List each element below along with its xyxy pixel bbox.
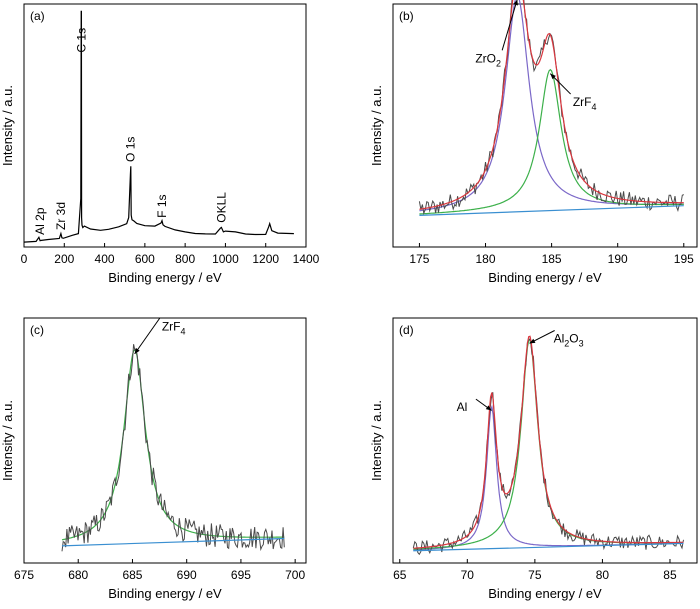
measured-spectrum <box>412 337 684 556</box>
x-axis-label: Binding energy / eV <box>108 270 222 285</box>
peak-label: C 1s <box>74 28 88 53</box>
background-line <box>61 537 285 547</box>
x-tick-label: 180 <box>476 252 496 266</box>
background-line <box>413 542 684 552</box>
arrow-head <box>550 73 556 80</box>
panel-label: (c) <box>30 323 44 337</box>
x-tick-label: 65 <box>393 568 407 582</box>
peak-label: ZrF4 <box>573 95 597 112</box>
fit-envelope <box>413 335 684 549</box>
arrow-head <box>485 405 492 411</box>
panel-label: (d) <box>399 323 414 337</box>
x-tick-label: 695 <box>231 568 251 582</box>
x-tick-label: 200 <box>54 252 74 266</box>
x-tick-label: 680 <box>68 568 88 582</box>
x-tick-label: 685 <box>122 568 142 582</box>
x-tick-label: 400 <box>95 252 115 266</box>
x-tick-label: 175 <box>409 252 429 266</box>
x-tick-label: 1000 <box>212 252 239 266</box>
arrow-head <box>529 338 536 344</box>
measured-spectrum <box>418 0 684 216</box>
x-tick-label: 700 <box>285 568 305 582</box>
component-ZrO2 <box>419 0 684 212</box>
x-tick-label: 70 <box>461 568 475 582</box>
plot-frame <box>23 3 307 248</box>
x-axis-label: Binding energy / eV <box>488 586 602 601</box>
x-tick-label: 80 <box>596 568 610 582</box>
fit-envelope <box>419 0 684 210</box>
peak-label: ZrO2 <box>475 51 501 68</box>
peak-label: O 1s <box>124 137 138 162</box>
y-axis-label: Intensity / a.u. <box>0 400 15 481</box>
component-ZrF4 <box>419 68 684 215</box>
panel-label: (a) <box>30 9 45 23</box>
peak-label: Al 2p <box>33 207 47 235</box>
x-tick-label: 1200 <box>252 252 279 266</box>
plot-frame <box>392 3 698 248</box>
y-axis-label: Intensity / a.u. <box>369 85 384 166</box>
annotation-arrow <box>501 0 518 51</box>
panel-c: 675 680 685 690 695 700 Binding energy / eV Int… <box>0 317 307 601</box>
x-tick-label: 800 <box>175 252 195 266</box>
x-tick-label: 85 <box>663 568 677 582</box>
x-axis-label: Binding energy / eV <box>488 270 602 285</box>
peak-label: ZrF4 <box>162 319 186 336</box>
panel-a: 0 200 400 600 800 1000 1200 1400 Binding energy … <box>0 3 320 285</box>
panel-b: 175 180 185 190 195 Binding energy / eV Intens… <box>369 0 698 285</box>
component-ZrF4 <box>61 348 285 541</box>
measured-spectrum <box>61 344 285 552</box>
plot-frame <box>23 317 307 564</box>
x-tick-label: 675 <box>14 568 34 582</box>
peak-label: Al2O3 <box>554 332 584 349</box>
x-axis-label: Binding energy / eV <box>108 586 222 601</box>
peak-label: OKLL <box>214 192 228 223</box>
peak-label: Zr 3d <box>54 202 68 230</box>
x-tick-label: 1400 <box>293 252 320 266</box>
y-axis-label: Intensity / a.u. <box>369 400 384 481</box>
x-tick-label: 75 <box>528 568 542 582</box>
x-tick-label: 185 <box>542 252 562 266</box>
y-axis-label: Intensity / a.u. <box>0 85 15 166</box>
panel-label: (b) <box>399 9 414 23</box>
x-tick-label: 600 <box>135 252 155 266</box>
x-tick-label: 690 <box>177 568 197 582</box>
background-line <box>419 205 684 217</box>
x-tick-label: 190 <box>608 252 628 266</box>
peak-label: F 1s <box>155 194 169 217</box>
plot-frame <box>392 317 698 564</box>
arrow-head <box>134 348 140 354</box>
x-tick-label: 195 <box>674 252 694 266</box>
peak-label: Al <box>457 400 468 414</box>
survey-spectrum <box>23 10 294 243</box>
panel-d: 65 70 75 80 85 Binding energy / eV Intensity /… <box>369 317 698 601</box>
arrow-head <box>513 0 518 6</box>
annotation-arrow <box>134 317 161 355</box>
component-Al <box>413 404 684 551</box>
component-Al2O3 <box>413 338 684 550</box>
x-tick-label: 0 <box>21 252 28 266</box>
